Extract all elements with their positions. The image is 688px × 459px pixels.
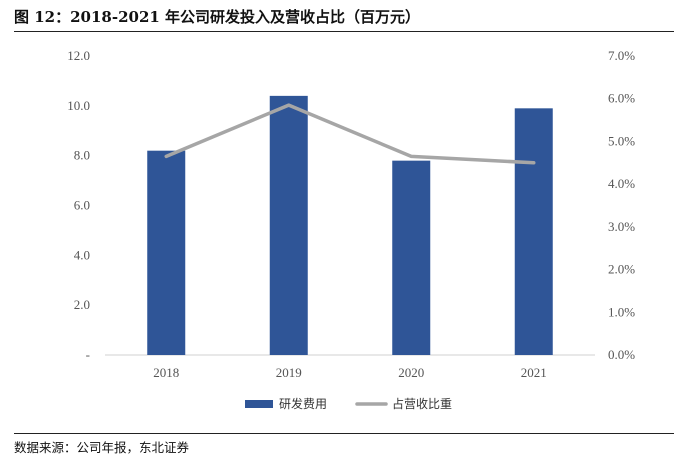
x-tick-label-2019: 2019: [276, 365, 302, 380]
bar-2020: [392, 160, 431, 355]
bar-2019: [269, 95, 308, 355]
y-right-tick-label: 6.0%: [608, 91, 635, 106]
y-left-tick-label: 6.0: [74, 198, 90, 213]
data-source: 数据来源：公司年报，东北证券: [14, 440, 190, 455]
y-right-tick-label: 7.0%: [608, 48, 635, 63]
title-divider: [14, 31, 674, 32]
y-left-tick-label: 2.0: [74, 297, 90, 312]
legend-label-bar: 研发费用: [279, 396, 327, 411]
legend-swatch-bar: [245, 400, 273, 408]
x-tick-label-2021: 2021: [521, 365, 547, 380]
y-left-tick-label: 8.0: [74, 148, 90, 163]
x-tick-label-2018: 2018: [153, 365, 179, 380]
y-left-tick-label: 12.0: [67, 48, 90, 63]
y-right-tick-label: 0.0%: [608, 347, 635, 362]
source-divider: [14, 433, 674, 434]
y-left-tick-label: 4.0: [74, 247, 90, 262]
bar-2018: [147, 150, 186, 355]
y-right-tick-label: 5.0%: [608, 133, 635, 148]
bar-2021: [514, 108, 553, 355]
ratio-line: [164, 103, 536, 165]
y-right-tick-label: 3.0%: [608, 219, 635, 234]
chart-title: 图 12：2018-2021 年公司研发投入及营收占比（百万元）: [14, 8, 421, 26]
y-right-tick-label: 4.0%: [608, 176, 635, 191]
y-left-tick-label: -: [86, 347, 90, 362]
legend-label-line: 占营收比重: [392, 396, 452, 411]
y-right-tick-label: 2.0%: [608, 262, 635, 277]
y-left-tick-label: 10.0: [67, 98, 90, 113]
x-tick-label-2020: 2020: [398, 365, 424, 380]
y-right-tick-label: 1.0%: [608, 304, 635, 319]
